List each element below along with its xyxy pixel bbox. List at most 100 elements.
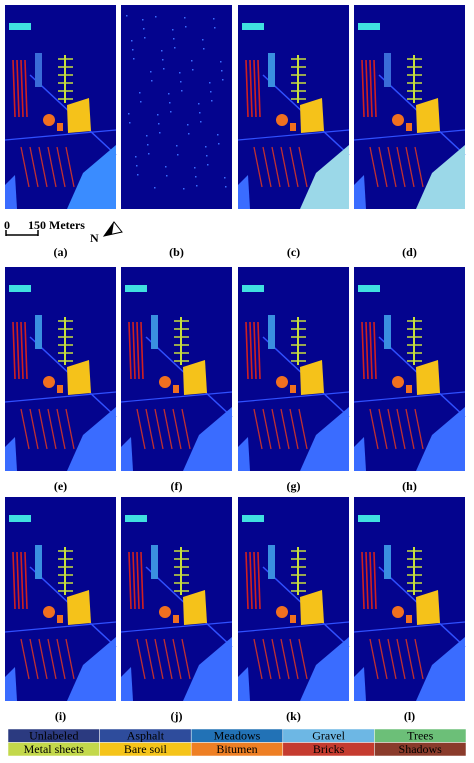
bare-soil: [416, 98, 440, 133]
bitumen: [173, 385, 179, 393]
bricks: [369, 408, 379, 450]
road: [120, 391, 233, 403]
classification-map: [353, 497, 466, 701]
speckle: [194, 167, 196, 169]
classification-map: [4, 5, 117, 209]
speckle: [225, 186, 227, 188]
bare-soil: [67, 98, 91, 133]
roof: [384, 53, 391, 87]
speckle: [174, 47, 176, 49]
bricks: [253, 146, 263, 188]
bricks: [396, 638, 406, 680]
bricks: [249, 59, 253, 118]
meadow: [121, 667, 133, 701]
speckle: [207, 164, 209, 166]
bricks: [47, 408, 57, 450]
roof: [151, 315, 158, 349]
speckle: [191, 60, 193, 62]
bricks: [405, 146, 415, 188]
bricks: [365, 551, 369, 610]
bricks: [154, 638, 164, 680]
bricks: [289, 638, 299, 680]
meadow: [238, 437, 250, 471]
bricks: [262, 408, 272, 450]
speckle: [133, 58, 135, 60]
road: [237, 621, 350, 633]
speckle: [183, 188, 185, 190]
meadow: [354, 437, 366, 471]
bricks: [405, 638, 415, 680]
bricks: [20, 551, 24, 610]
bricks: [262, 146, 272, 188]
speckle: [184, 17, 186, 19]
bricks: [271, 408, 281, 450]
speckle: [196, 185, 198, 187]
bricks: [414, 638, 424, 680]
bricks: [56, 408, 66, 450]
speckle: [214, 27, 216, 29]
speckle: [128, 113, 130, 115]
speckle: [200, 121, 202, 123]
speckle: [179, 72, 181, 74]
bricks: [145, 408, 155, 450]
meadow: [67, 145, 116, 209]
bricks: [20, 146, 30, 188]
panel-label: (f): [171, 479, 183, 493]
bricks: [245, 321, 249, 380]
bricks: [181, 408, 191, 450]
bricks: [396, 146, 406, 188]
legend-label: Bare soil: [124, 742, 168, 756]
bricks: [24, 551, 28, 610]
bitumen: [43, 376, 55, 388]
bricks: [361, 551, 365, 610]
panel-label: (a): [54, 245, 68, 259]
north-label: N: [90, 231, 99, 245]
speckle: [140, 101, 142, 103]
bare-soil: [300, 360, 324, 395]
bitumen: [276, 114, 288, 126]
bricks: [387, 408, 397, 450]
bricks: [245, 551, 249, 610]
bare-soil: [67, 590, 91, 625]
bitumen: [57, 615, 63, 623]
bricks: [16, 59, 20, 118]
speckle: [203, 48, 205, 50]
meadow: [354, 667, 366, 701]
speckle: [132, 49, 134, 51]
panel-label: (c): [287, 245, 300, 259]
speckle: [218, 143, 220, 145]
speckle: [168, 93, 170, 95]
bricks: [29, 408, 39, 450]
speckle: [221, 70, 223, 72]
bricks: [396, 408, 406, 450]
meadow: [416, 145, 465, 209]
speckle: [136, 165, 138, 167]
bricks: [12, 321, 16, 380]
speckle: [176, 145, 178, 147]
bricks: [47, 146, 57, 188]
bricks: [373, 321, 377, 380]
panel-label: (e): [54, 479, 67, 493]
bitumen: [392, 114, 404, 126]
speckle: [131, 40, 133, 42]
speckle: [180, 81, 182, 83]
panel-label: (j): [171, 709, 183, 723]
speckle: [213, 18, 215, 20]
bricks: [136, 321, 140, 380]
bricks: [280, 408, 290, 450]
panel-label: (h): [402, 479, 417, 493]
bricks: [29, 638, 39, 680]
bricks: [38, 146, 48, 188]
bricks: [24, 59, 28, 118]
speckle: [147, 144, 149, 146]
meadow: [67, 407, 116, 471]
bricks: [369, 59, 373, 118]
bricks: [369, 638, 379, 680]
bricks: [245, 59, 249, 118]
meadow: [300, 145, 349, 209]
speckle: [224, 177, 226, 179]
bricks: [253, 408, 263, 450]
bricks: [65, 638, 75, 680]
speckle: [211, 100, 213, 102]
